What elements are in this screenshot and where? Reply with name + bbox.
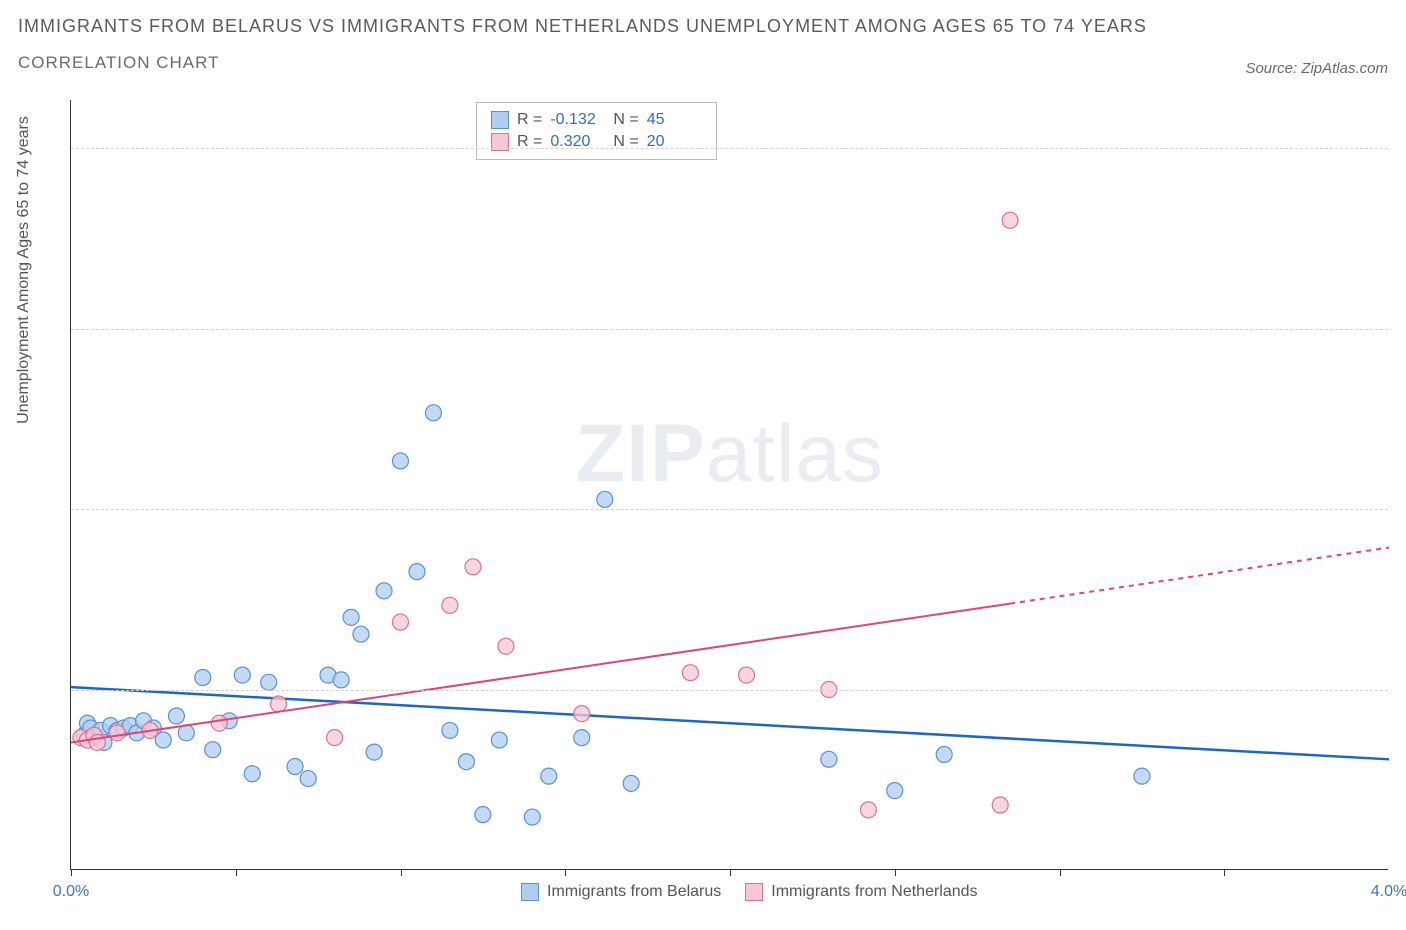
scatter-point — [491, 732, 507, 748]
scatter-point — [1002, 212, 1018, 228]
x-tick — [1224, 869, 1225, 876]
scatter-point — [475, 807, 491, 823]
scatter-point — [234, 667, 250, 683]
x-tick — [565, 869, 566, 876]
scatter-point — [860, 802, 876, 818]
scatter-point — [205, 742, 221, 758]
scatter-point — [936, 747, 952, 763]
legend-item: Immigrants from Netherlands — [745, 883, 977, 901]
scatter-point — [623, 775, 639, 791]
scatter-point — [376, 583, 392, 599]
r-value: -0.132 — [550, 111, 605, 129]
scatter-point — [541, 768, 557, 784]
y-tick-label: 15.0% — [1398, 500, 1406, 518]
legend-label: Immigrants from Belarus — [547, 883, 721, 901]
x-tick-label: 4.0% — [1371, 883, 1406, 901]
regression-line — [71, 687, 1389, 759]
x-tick — [236, 869, 237, 876]
scatter-point — [1134, 768, 1150, 784]
gridline — [71, 509, 1388, 510]
scatter-point — [887, 783, 903, 799]
scatter-point — [300, 771, 316, 787]
scatter-point — [333, 672, 349, 688]
scatter-point — [393, 614, 409, 630]
scatter-point — [425, 405, 441, 421]
scatter-point — [821, 751, 837, 767]
scatter-point — [195, 670, 211, 686]
y-tick-label: 30.0% — [1398, 139, 1406, 157]
gridline — [71, 329, 1388, 330]
legend-stats-box: R = -0.132 N = 45 R =0.320N =20 — [476, 102, 717, 160]
scatter-point — [168, 708, 184, 724]
x-tick — [730, 869, 731, 876]
regression-line-extrapolated — [1010, 548, 1389, 604]
title-block: IMMIGRANTS FROM BELARUS VS IMMIGRANTS FR… — [18, 14, 1388, 73]
x-tick — [1060, 869, 1061, 876]
scatter-point — [271, 696, 287, 712]
legend-swatch — [491, 111, 509, 129]
scatter-point — [343, 609, 359, 625]
scatter-point — [458, 754, 474, 770]
scatter-point — [574, 706, 590, 722]
scatter-point — [409, 564, 425, 580]
scatter-point — [327, 730, 343, 746]
scatter-point — [992, 797, 1008, 813]
scatter-point — [442, 722, 458, 738]
plot-area: ZIPatlas R =-0.132N =45R =0.320N =20 Imm… — [70, 100, 1388, 870]
scatter-point — [442, 597, 458, 613]
legend-stats-row: R =0.320N =20 — [491, 131, 702, 153]
scatter-point — [738, 667, 754, 683]
legend-label: Immigrants from Netherlands — [771, 883, 977, 901]
x-tick — [895, 869, 896, 876]
scatter-point — [597, 491, 613, 507]
gridline — [71, 690, 1388, 691]
x-tick-label: 0.0% — [53, 883, 89, 901]
y-axis-label: Unemployment Among Ages 65 to 74 years — [15, 60, 33, 480]
y-tick-label: 7.5% — [1398, 681, 1406, 699]
scatter-point — [524, 809, 540, 825]
scatter-point — [498, 638, 514, 654]
x-tick — [71, 869, 72, 876]
sub-title: CORRELATION CHART — [18, 53, 1388, 73]
n-label: N = — [613, 111, 638, 129]
r-label: R = — [517, 111, 542, 129]
regression-line — [71, 604, 1010, 743]
scatter-point — [261, 674, 277, 690]
x-tick — [401, 869, 402, 876]
scatter-point — [465, 559, 481, 575]
legend-swatch — [521, 883, 539, 901]
scatter-point — [366, 744, 382, 760]
legend-swatch — [745, 883, 763, 901]
y-tick-label: 22.5% — [1398, 320, 1406, 338]
scatter-point — [353, 626, 369, 642]
main-title: IMMIGRANTS FROM BELARUS VS IMMIGRANTS FR… — [18, 14, 1388, 39]
source-attribution: Source: ZipAtlas.com — [1245, 60, 1388, 77]
legend-item: Immigrants from Belarus — [521, 883, 721, 901]
scatter-point — [109, 725, 125, 741]
scatter-point — [244, 766, 260, 782]
legend-stats-row: R = -0.132 N = 45 — [491, 109, 702, 131]
scatter-point — [287, 759, 303, 775]
scatter-plot-svg — [71, 100, 1388, 869]
scatter-point — [393, 453, 409, 469]
legend-series: Immigrants from Belarus Immigrants from N… — [521, 883, 978, 901]
n-value: 45 — [647, 111, 702, 129]
scatter-point — [574, 730, 590, 746]
gridline — [71, 148, 1388, 149]
scatter-point — [211, 715, 227, 731]
scatter-point — [682, 665, 698, 681]
